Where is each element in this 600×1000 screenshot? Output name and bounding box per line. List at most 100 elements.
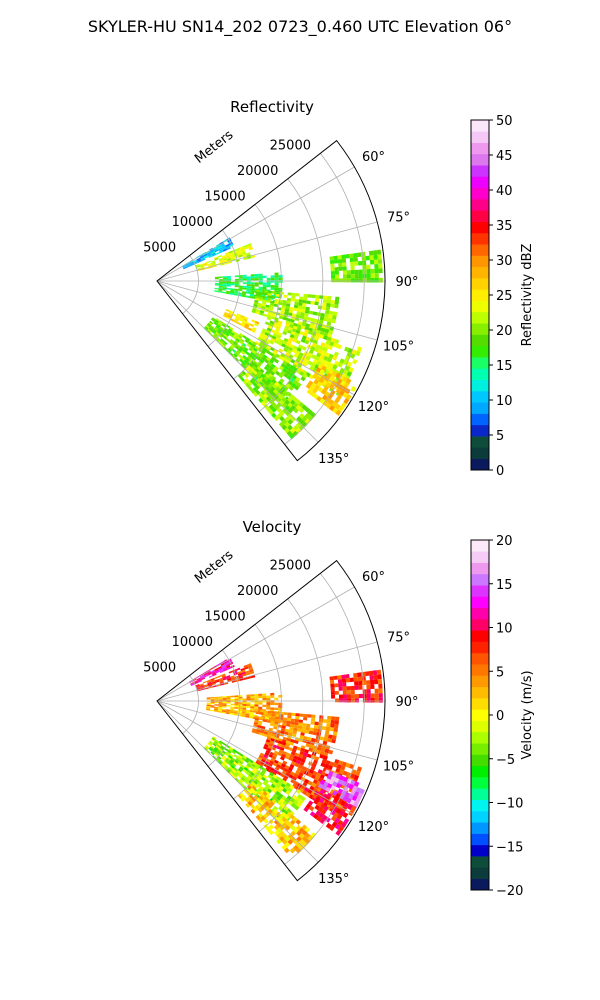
reflectivity-range-ring <box>182 255 199 314</box>
reflectivity-echo-cell <box>295 358 301 363</box>
velocity-echo-cell <box>295 847 302 854</box>
velocity-echo-cell <box>281 817 288 823</box>
velocity-echo-cell <box>366 693 371 699</box>
velocity-echo-cell <box>226 665 231 669</box>
reflectivity-echo-cell <box>298 367 304 374</box>
reflectivity-echo-cell <box>299 296 304 300</box>
reflectivity-echo-cell <box>357 252 362 258</box>
velocity-echo-cell <box>234 777 240 782</box>
reflectivity-echo-cell <box>259 310 265 314</box>
reflectivity-echo-cell <box>328 369 334 375</box>
velocity-echo-cell <box>345 762 351 768</box>
velocity-echo-cell <box>237 754 243 759</box>
reflectivity-echo-cell <box>262 336 267 341</box>
reflectivity-echo-cell <box>236 321 242 326</box>
velocity-echo-cell <box>250 696 255 699</box>
reflectivity-echo-cell <box>257 361 263 366</box>
reflectivity-echo-cell <box>266 282 271 285</box>
velocity-echo-cell <box>249 710 255 713</box>
velocity-echo-cell <box>281 777 287 783</box>
velocity-echo-cell <box>326 783 333 789</box>
velocity-echo-cell <box>268 829 274 836</box>
velocity-echo-cell <box>310 720 315 725</box>
velocity-echo-cell <box>362 689 367 694</box>
velocity-echo-cell <box>257 722 263 726</box>
velocity-echo-cell <box>252 767 258 773</box>
velocity-echo-cell <box>230 703 235 706</box>
velocity-echo-cell <box>334 759 340 765</box>
reflectivity-echo-cell <box>236 343 241 349</box>
reflectivity-echo-cell <box>330 337 336 343</box>
velocity-echo-cell <box>275 790 281 796</box>
velocity-echo-cell <box>345 673 350 679</box>
velocity-echo-cell <box>259 805 266 811</box>
velocity-echo-cell <box>350 779 356 786</box>
reflectivity-echo-cell <box>275 386 281 392</box>
reflectivity-echo-cell <box>240 356 246 362</box>
reflectivity-echo-cell <box>286 300 291 305</box>
reflectivity-echo-cell <box>366 273 371 279</box>
velocity-echo-cell <box>294 740 299 745</box>
reflectivity-echo-cell <box>231 330 236 335</box>
reflectivity-echo-cell <box>243 316 249 320</box>
velocity-echo-cell <box>245 777 250 783</box>
reflectivity-echo-cell <box>242 379 248 385</box>
velocity-echo-cell <box>218 667 223 671</box>
velocity-echo-cell <box>238 703 243 706</box>
reflectivity-echo-cell <box>247 245 253 249</box>
reflectivity-echo-cell <box>238 278 243 281</box>
velocity-echo-cell <box>316 772 322 778</box>
velocity-echo-cell <box>298 764 304 770</box>
reflectivity-echo-cell <box>222 287 227 290</box>
reflectivity-echo-cell <box>254 278 259 281</box>
reflectivity-echo-cell <box>215 319 220 323</box>
velocity-echo-cell <box>277 761 283 766</box>
reflectivity-echo-cell <box>296 382 302 388</box>
reflectivity-echo-cell <box>240 314 245 319</box>
velocity-echo-cell <box>314 775 320 781</box>
velocity-echo-cell <box>205 708 211 711</box>
reflectivity-echo-cell <box>259 368 265 374</box>
reflectivity-echo-cell <box>296 416 302 422</box>
velocity-echo-cell <box>193 680 198 683</box>
reflectivity-echo-cell <box>245 291 251 295</box>
velocity-colorbar-swatch <box>471 731 489 744</box>
reflectivity-echo-cell <box>300 309 306 313</box>
reflectivity-echo-cell <box>230 331 235 336</box>
velocity-echo-cell <box>284 731 289 736</box>
reflectivity-echo-cell <box>322 379 328 386</box>
velocity-echo-cell <box>320 747 326 753</box>
reflectivity-echo-cell <box>217 340 222 346</box>
reflectivity-echo-cell <box>303 332 308 337</box>
velocity-echo-cell <box>224 752 230 757</box>
reflectivity-echo-cell <box>292 338 298 343</box>
reflectivity-echo-cell <box>281 418 288 425</box>
velocity-echo-cell <box>245 713 250 716</box>
reflectivity-echo-cell <box>349 257 355 263</box>
velocity-echo-cell <box>355 797 361 803</box>
velocity-echo-cell <box>257 807 263 813</box>
velocity-echo-cell <box>210 699 215 701</box>
velocity-echo-cell <box>221 711 226 714</box>
reflectivity-echo-cell <box>260 400 266 407</box>
velocity-echo-cell <box>299 713 304 717</box>
velocity-echo-cell <box>338 686 343 691</box>
velocity-echo-cell <box>305 792 311 798</box>
reflectivity-echo-cell <box>301 404 308 411</box>
reflectivity-echo-cell <box>278 274 283 278</box>
reflectivity-colorbar-swatch <box>471 153 489 166</box>
velocity-echo-cell <box>196 686 201 689</box>
reflectivity-echo-cell <box>204 326 209 330</box>
reflectivity-echo-cell <box>252 308 257 312</box>
velocity-echo-cell <box>250 706 255 709</box>
reflectivity-echo-cell <box>250 276 255 279</box>
reflectivity-echo-cell <box>267 325 273 330</box>
reflectivity-echo-cell <box>256 356 262 362</box>
velocity-echo-cell <box>263 754 269 759</box>
reflectivity-echo-cell <box>222 277 227 280</box>
velocity-sector-frame <box>156 559 386 882</box>
velocity-echo-cell <box>273 824 280 831</box>
velocity-echo-cell <box>210 701 215 704</box>
velocity-echo-cell <box>220 763 225 768</box>
